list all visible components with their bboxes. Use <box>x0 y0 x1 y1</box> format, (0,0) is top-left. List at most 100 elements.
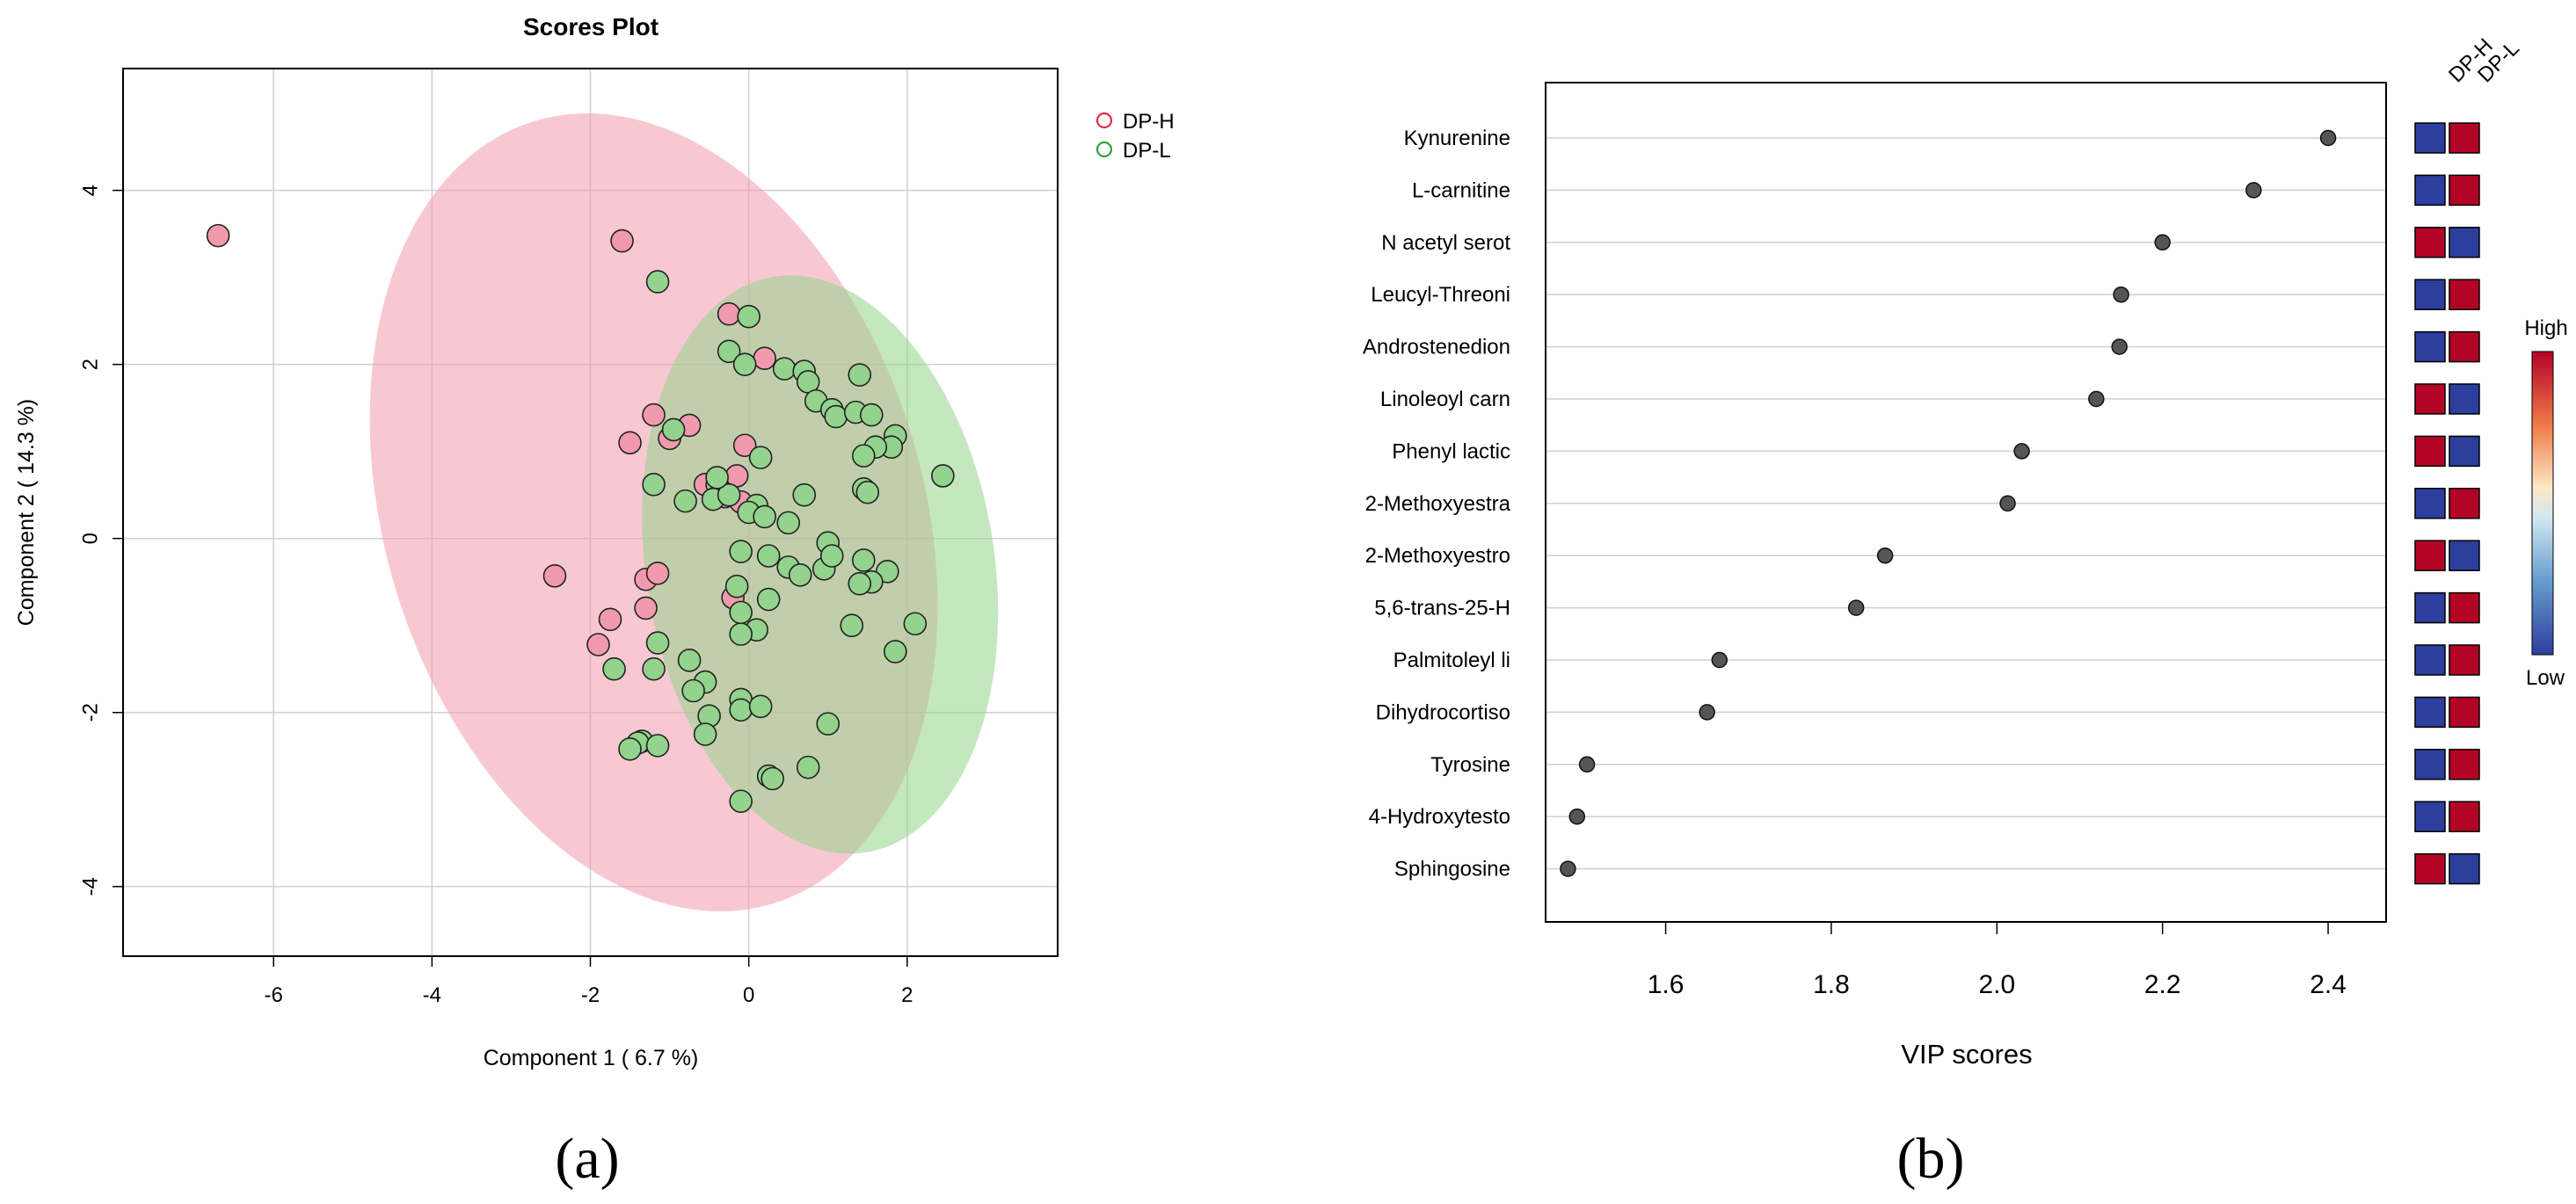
vip-x-tick-label: 2.2 <box>2144 970 2181 999</box>
legend-label-dp-h: DP-H <box>1123 110 1175 134</box>
score-point-dp-h <box>610 228 634 253</box>
scores-ticks: -6 -4 -2 0 2 -4 -2 0 2 4 <box>78 185 913 1007</box>
score-point-dp-l <box>931 464 955 488</box>
y-tick-label: -2 <box>78 703 102 722</box>
heatmap-cell-dp-h <box>2414 279 2446 310</box>
vip-dot <box>2088 390 2105 408</box>
score-point-dp-l <box>729 698 753 722</box>
feature-label: 2-Methoxyestra <box>1365 492 1511 516</box>
score-point-dp-h <box>634 596 658 620</box>
heatmap-cell-dp-l <box>2449 749 2480 780</box>
vip-dot <box>2111 338 2128 355</box>
scores-plot-panel: Scores Plot -6 -4 -2 0 2 -4 -2 0 2 4 Component 1 … <box>14 13 1175 1191</box>
heatmap-cell-dp-h <box>2414 174 2446 207</box>
score-point-dp-l <box>748 694 773 719</box>
score-point-dp-h <box>542 563 567 588</box>
score-point-dp-l <box>693 722 717 746</box>
score-point-dp-l <box>642 656 666 681</box>
feature-label: Kynurenine <box>1404 127 1510 150</box>
score-point-dp-h <box>732 433 757 458</box>
scores-x-axis-label: Component 1 ( 6.7 %) <box>484 1046 699 1070</box>
feature-label: L-carnitine <box>1412 178 1510 202</box>
scores-ellipses <box>369 113 999 911</box>
vip-x-tick-label: 1.6 <box>1648 970 1685 999</box>
vip-plot-panel: Kynurenine L-carnitine N acetyl serot Leucy… <box>1363 34 2568 1191</box>
vip-dot <box>2113 286 2129 303</box>
score-point-dp-l <box>788 562 812 587</box>
heatmap-cell-dp-h <box>2414 749 2446 780</box>
heatmap-cell-dp-l <box>2449 696 2480 729</box>
score-point-dp-l <box>724 574 749 598</box>
vip-dot <box>1876 547 1894 564</box>
feature-label: Dihydrocortiso <box>1376 700 1510 724</box>
heatmap-cell-dp-l <box>2449 435 2480 468</box>
score-point-dp-l <box>618 737 642 761</box>
score-point-dp-l <box>729 789 753 814</box>
vip-dot <box>2013 443 2030 460</box>
vip-dot <box>1568 808 1586 825</box>
score-point-dp-l <box>848 363 872 387</box>
score-point-dp-l <box>848 571 872 596</box>
heatmap-cell-dp-h <box>2414 488 2446 519</box>
heatmap-cell-dp-l <box>2449 852 2480 885</box>
scores-y-axis-label: Component 2 ( 14.3 %) <box>14 399 39 626</box>
feature-label: Linoleoyl carn <box>1380 388 1510 411</box>
legend-marker-dp-h <box>1095 112 1113 129</box>
vip-dot <box>1847 599 1865 616</box>
score-point-dp-l <box>860 403 884 427</box>
feature-label: Leucyl-Threoni <box>1371 283 1510 307</box>
scores-legend: DP-H DP-L <box>1095 110 1175 163</box>
heatmap-cell-dp-l <box>2449 488 2480 519</box>
score-point-dp-l <box>705 466 729 490</box>
x-tick-label: -4 <box>423 983 441 1007</box>
vip-dot <box>1560 860 1576 877</box>
heatmap-cell-dp-l <box>2449 227 2480 258</box>
feature-label: Androstenedion <box>1363 336 1510 359</box>
heatmap-cell-dp-l <box>2449 122 2480 154</box>
score-point-dp-l <box>855 480 880 504</box>
score-point-dp-l <box>748 446 773 469</box>
feature-label: 5,6-trans-25-H <box>1374 597 1510 620</box>
score-point-dp-h <box>645 562 670 585</box>
legend-marker-dp-l <box>1095 141 1113 158</box>
vip-x-tick-label: 1.8 <box>1813 970 1850 999</box>
vip-x-tick-label: 2.4 <box>2310 970 2347 999</box>
heatmap-cell-dp-l <box>2449 801 2480 832</box>
vip-dot <box>2245 182 2262 199</box>
y-tick-label: 0 <box>78 533 102 544</box>
score-point-dp-l <box>776 511 801 535</box>
vip-plot-frame <box>1545 82 2387 923</box>
score-point-dp-l <box>642 473 666 497</box>
score-point-dp-l <box>717 339 741 364</box>
score-point-dp-l <box>729 600 753 625</box>
heatmap-cell-dp-h <box>2414 330 2446 363</box>
colorbar-gradient <box>2531 351 2554 656</box>
vip-x-tick-label: 2.0 <box>1978 970 2015 999</box>
score-point-dp-l <box>840 613 864 638</box>
score-point-dp-l <box>903 612 928 636</box>
score-point-dp-l <box>851 548 876 572</box>
x-tick-label: -2 <box>581 983 600 1007</box>
heatmap-cell-dp-h <box>2414 540 2446 571</box>
heatmap-cell-dp-h <box>2414 122 2446 154</box>
score-point-dp-l <box>681 678 705 703</box>
feature-label: Sphingosine <box>1394 858 1510 881</box>
score-point-dp-l <box>792 482 817 507</box>
vip-dot <box>1711 651 1728 669</box>
score-point-dp-l <box>729 622 753 646</box>
feature-label: Palmitoleyl li <box>1394 649 1510 672</box>
vip-dot <box>1999 495 2016 512</box>
score-point-dp-l <box>729 540 753 563</box>
vip-x-axis-label: VIP scores <box>1901 1039 2032 1070</box>
vip-dot <box>2154 234 2171 251</box>
feature-label: Phenyl lactic <box>1392 439 1510 463</box>
heatmap-cell-dp-l <box>2449 330 2480 363</box>
x-tick-label: 0 <box>743 983 754 1007</box>
heatmap-cell-dp-h <box>2414 852 2446 885</box>
score-point-dp-l <box>645 631 670 655</box>
scores-plot-title: Scores Plot <box>523 13 659 40</box>
score-point-dp-l <box>602 656 626 681</box>
feature-label: Tyrosine <box>1430 753 1510 777</box>
score-point-dp-h <box>598 607 622 632</box>
